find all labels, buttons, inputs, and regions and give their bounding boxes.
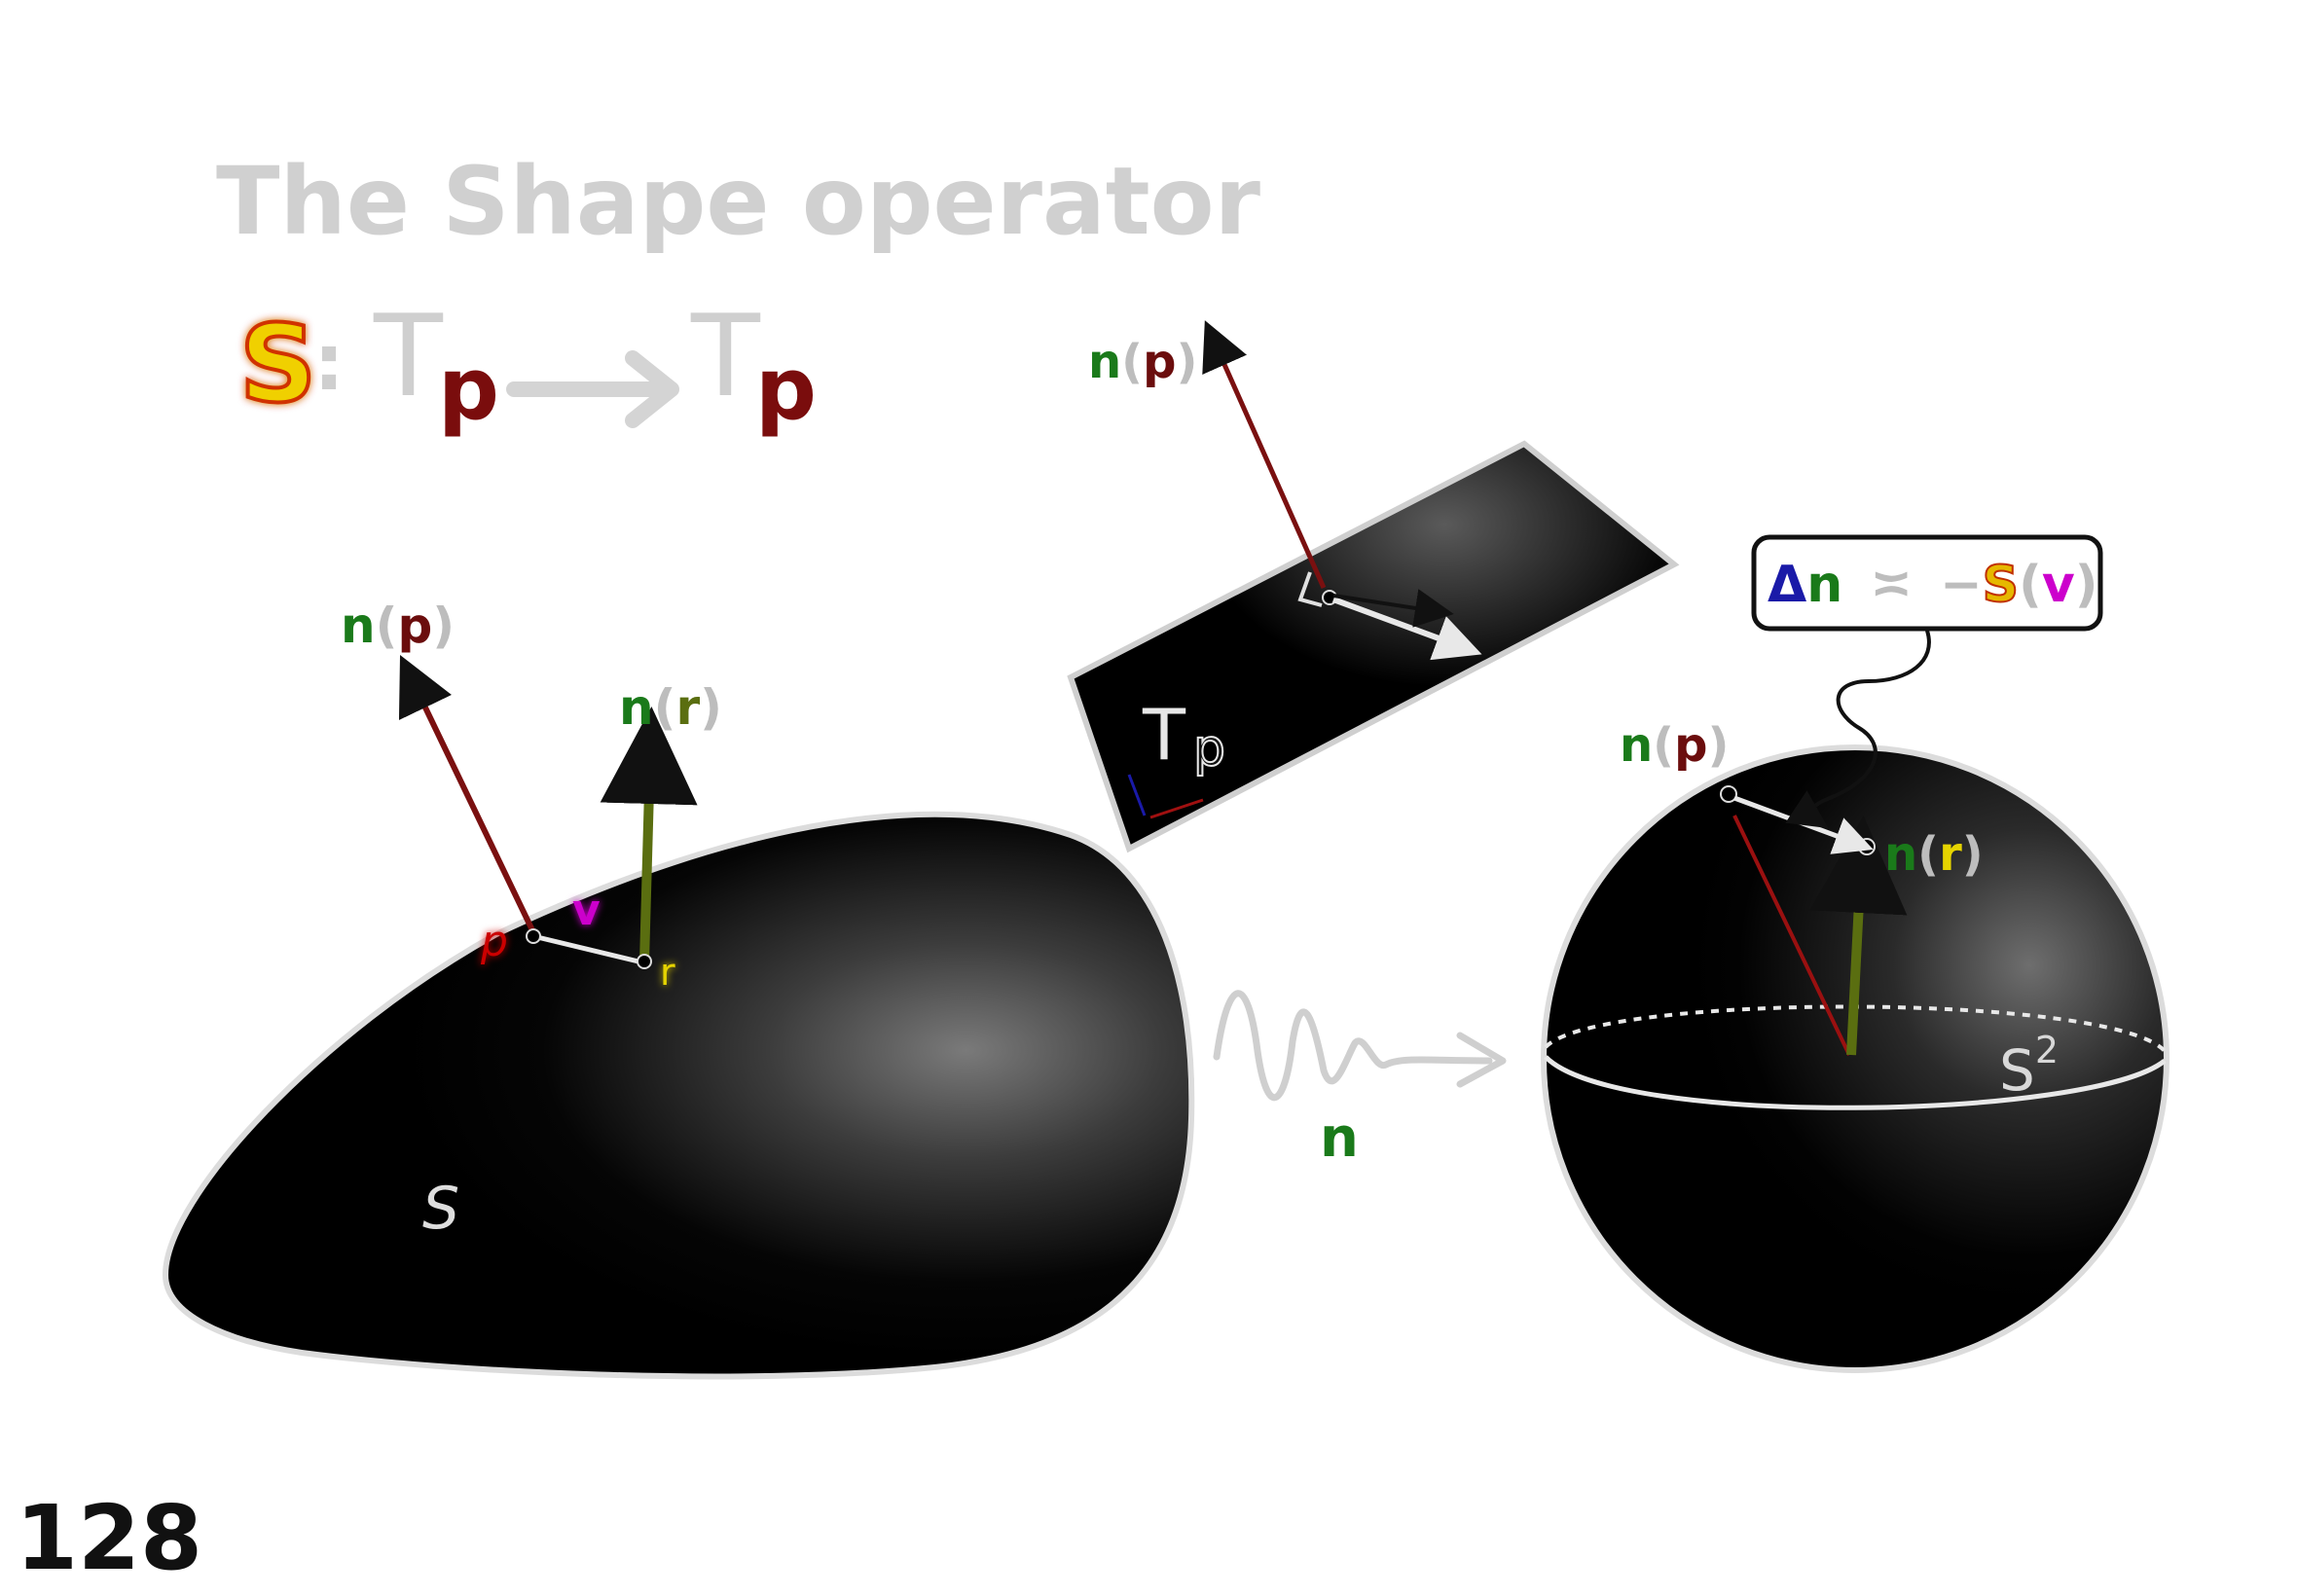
- surface-point-p-label: p: [480, 917, 508, 966]
- formula-T1: T: [373, 291, 444, 422]
- tangent-plane-normal-label: n(p): [1088, 335, 1197, 389]
- surface-point-r-label: r: [660, 951, 675, 994]
- sphere-normal-p-arrow: [1732, 815, 1851, 1056]
- surface-label: S: [422, 1175, 459, 1243]
- tangent-plane-right-angle: [1297, 571, 1323, 607]
- sphere-point-p: [1720, 785, 1737, 803]
- sphere-normal-r-arrow: [1809, 816, 1908, 1056]
- gauss-map-arrowhead: [1456, 1032, 1507, 1088]
- tangent-plane-shape: [1067, 440, 1680, 853]
- page-number: 128: [16, 1486, 202, 1590]
- sphere-normal-r-label: n(r): [1884, 827, 1984, 882]
- surface-point-r: [637, 954, 652, 969]
- formula-T2: T: [690, 291, 761, 422]
- formula-S: S: [239, 302, 316, 426]
- tangent-plane: n(p) T p: [1067, 320, 1680, 853]
- formula: S : T p T p: [237, 291, 817, 439]
- sphere-equator-front: [1544, 1055, 2167, 1110]
- callout-formula: Δn ≍ −S(v): [1768, 556, 2098, 614]
- surface-vector-v: [532, 933, 639, 964]
- tangent-plane-axis-red: [1149, 798, 1204, 819]
- sphere-point-r: [1858, 838, 1876, 855]
- title: The Shape operator: [216, 147, 1261, 256]
- tangent-plane-label-T: T: [1142, 694, 1186, 776]
- sphere-normal-p-label: n(p): [1620, 718, 1729, 773]
- gauss-map-arrow: n: [1213, 990, 1507, 1170]
- surface-shape: [162, 811, 1195, 1380]
- sphere-shape: [1541, 744, 2169, 1373]
- tangent-plane-vector-dark: [1332, 589, 1454, 628]
- surface-blob: S n(p) n(r) p r v: [162, 598, 1195, 1380]
- sphere-label: S2: [1999, 1029, 2059, 1104]
- unit-sphere: S2 n(p) n(r): [1541, 718, 2169, 1373]
- formula-colon: :: [313, 317, 345, 408]
- tangent-plane-axis-blue: [1127, 774, 1147, 816]
- surface-normal-p-arrow: [398, 654, 536, 934]
- tangent-plane-label-p: p: [1193, 719, 1225, 778]
- callout: Δn ≍ −S(v): [1751, 534, 2103, 829]
- tangent-plane-normal-arrow: [1202, 320, 1327, 590]
- surface-vector-v-label: v: [572, 886, 601, 935]
- callout-pointer: [1785, 630, 1931, 829]
- surface-normal-r-arrow: [600, 707, 698, 962]
- surface-normal-p-label: n(p): [341, 598, 455, 654]
- surface-normal-r-label: n(r): [619, 679, 722, 736]
- formula-p1: p: [438, 339, 499, 439]
- gauss-map-wave: [1213, 990, 1493, 1102]
- tangent-plane-vector: [1331, 597, 1482, 661]
- callout-box: [1751, 534, 2103, 632]
- formula-arrow: [506, 350, 679, 428]
- gauss-map-label: n: [1320, 1106, 1359, 1170]
- surface-point-p: [526, 928, 541, 944]
- formula-p2: p: [755, 339, 817, 439]
